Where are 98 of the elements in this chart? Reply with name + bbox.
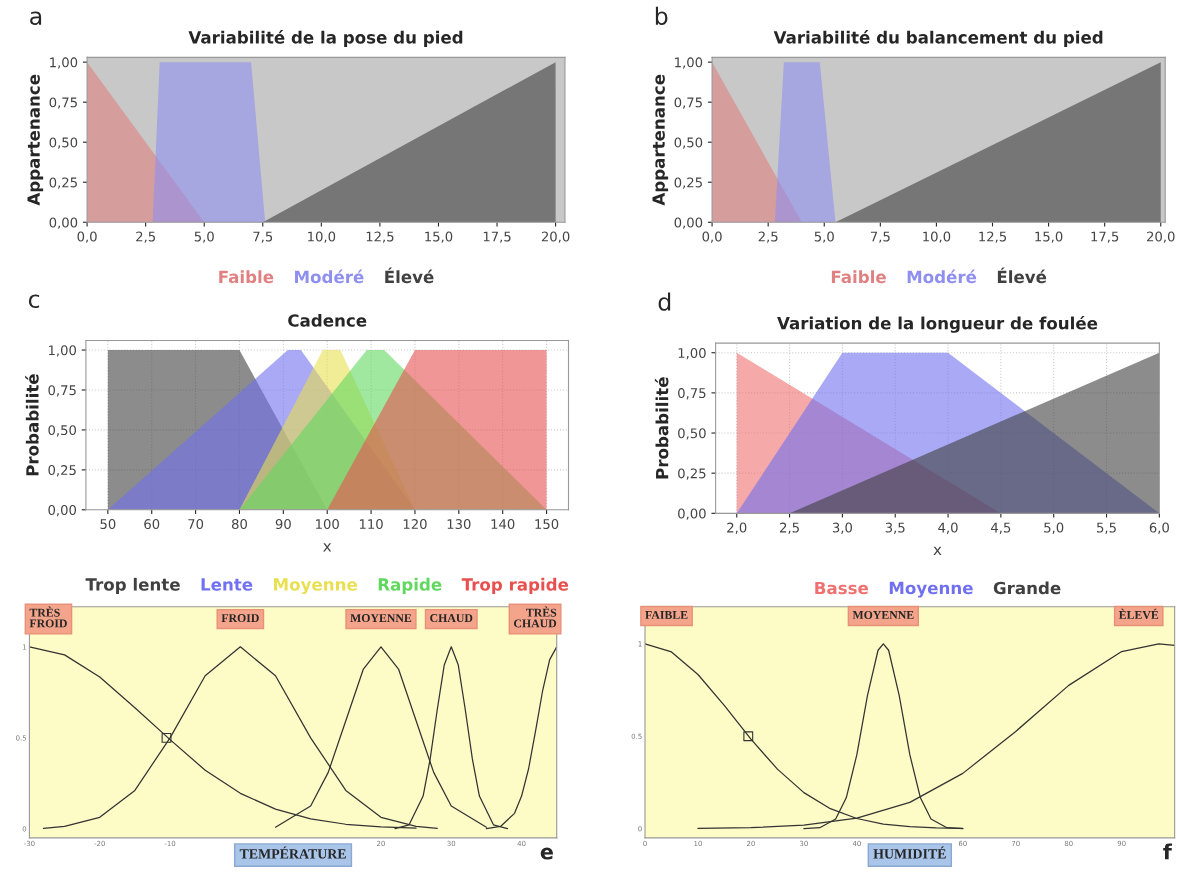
y-axis-title: Probabilité [654,377,669,479]
annotation: CHAUD [430,614,473,623]
x-tick-label: 0,0 [77,231,97,243]
x-tick-label: 20,0 [1147,231,1175,243]
x-tick-label: 3,5 [885,522,905,534]
x-tick-label: 10,0 [923,231,951,243]
x-tick-label: 12,5 [979,231,1007,243]
y-tick-label: 0,50 [674,137,703,149]
x-tick-label: 130 [447,519,471,530]
text: c [28,294,40,309]
x-tick-label: 150 [535,519,559,530]
x-tick-label: 3,0 [832,522,853,534]
y-tick-label: 0,25 [49,177,77,189]
x-tick-label: 5,0 [814,231,834,243]
x-axis-title: x [323,543,332,552]
annotation: MOYENNE [350,614,412,623]
y-tick-label: 0,50 [48,425,77,437]
annotation: MOYENNE [852,611,914,619]
y-tick-label: 0,75 [678,388,706,400]
x-axis-title: TEMPÉRATURE [239,846,346,859]
annotation: FROID [221,614,259,623]
x-tick-label: 12,5 [366,231,394,243]
x-axis-title: x [933,546,942,556]
x-tick-label: 15,0 [1035,231,1063,243]
text: d [658,292,671,311]
x-tick-label: 2,5 [136,231,155,243]
text: Modéré [907,269,977,284]
annotation: FAIBLE [645,611,688,619]
chart-title: Cadence [288,313,367,327]
y-tick-label: 0,75 [674,97,702,109]
x-tick-label: 5,0 [194,231,214,243]
chart-title: Variabilité de la pose du pied [188,30,463,47]
annotation: TRÈS FROID [29,606,67,628]
x-tick-label: 5,5 [1097,522,1116,534]
x-tick-label: 4,5 [991,522,1011,534]
annotation: ÈLEVÉ [1118,608,1159,620]
annotation: TRÈS CHAUD [514,606,557,628]
y-tick-label: 0,25 [674,177,702,189]
text: Trop lente [85,577,180,594]
x-tick-label: 4,0 [938,522,958,534]
text: Grande [993,581,1061,595]
x-tick-label: 10,0 [308,231,336,243]
x-tick-label: 70 [188,519,204,530]
text: Élevé [385,267,434,284]
text: b [655,6,668,25]
text: a [30,11,42,25]
x-tick-label: 100 [316,519,339,530]
text: Modéré [295,269,364,284]
x-tick-label: 7,5 [253,231,273,243]
y-tick-label: 0,25 [678,468,706,480]
x-tick-label: 50 [100,519,116,530]
x-tick-label: 0,0 [702,231,722,243]
text: Basse [815,581,869,595]
y-tick-label: 0,00 [674,217,703,229]
x-tick-label: 15,0 [425,231,453,243]
y-tick-label: 0,00 [49,217,78,229]
y-tick-label: 0,50 [49,137,78,149]
y-axis-title: Appartenance [652,74,669,206]
x-tick-label: 17,5 [1091,231,1119,243]
text: Faible [219,270,274,284]
text: Trop rapide [461,577,569,594]
x-tick-label: 120 [403,519,427,530]
text: Moyenne [274,578,357,595]
x-tick-label: 80 [231,519,247,530]
y-tick-label: 0,25 [48,465,76,477]
x-tick-label: 17,5 [483,231,511,243]
y-tick-label: 1,00 [675,57,703,69]
x-tick-label: 20,0 [541,231,570,243]
y-tick-label: 0,00 [48,505,77,517]
y-tick-label: 1,00 [50,57,78,69]
y-axis-title: Probabilité [25,374,39,476]
y-tick-label: 0,75 [49,97,77,109]
y-tick-label: 0,00 [678,508,706,520]
text: Rapide [378,577,442,594]
x-tick-label: 60 [144,519,160,530]
y-tick-label: 0,50 [678,428,706,440]
x-tick-label: 2,0 [727,522,747,534]
x-tick-label: 90 [275,519,291,530]
chart-title: Variabilité du balancement du pied [773,30,1103,47]
x-tick-label: 2,5 [758,231,778,243]
x-tick-label: 140 [491,519,515,530]
text: Élevé [997,267,1047,284]
text: e [540,847,553,860]
text: f [1163,843,1173,860]
x-tick-label: 6,0 [1149,522,1169,534]
text: Faible [831,270,886,284]
x-tick-label: 110 [359,519,383,530]
y-tick-label: 0,75 [48,385,76,397]
y-tick-label: 1,00 [48,345,77,357]
text: Lente [201,578,253,591]
x-tick-label: 5,0 [1044,522,1064,534]
y-axis-title: Appartenance [27,74,44,206]
chart-title: Variation de la longueur de foulée [777,315,1098,333]
x-axis-title: HUMIDITÉ [873,846,946,859]
x-tick-label: 2,5 [780,522,799,534]
y-tick-label: 1,00 [678,347,706,360]
text: Moyenne [889,581,973,598]
x-tick-label: 7,5 [870,231,890,243]
